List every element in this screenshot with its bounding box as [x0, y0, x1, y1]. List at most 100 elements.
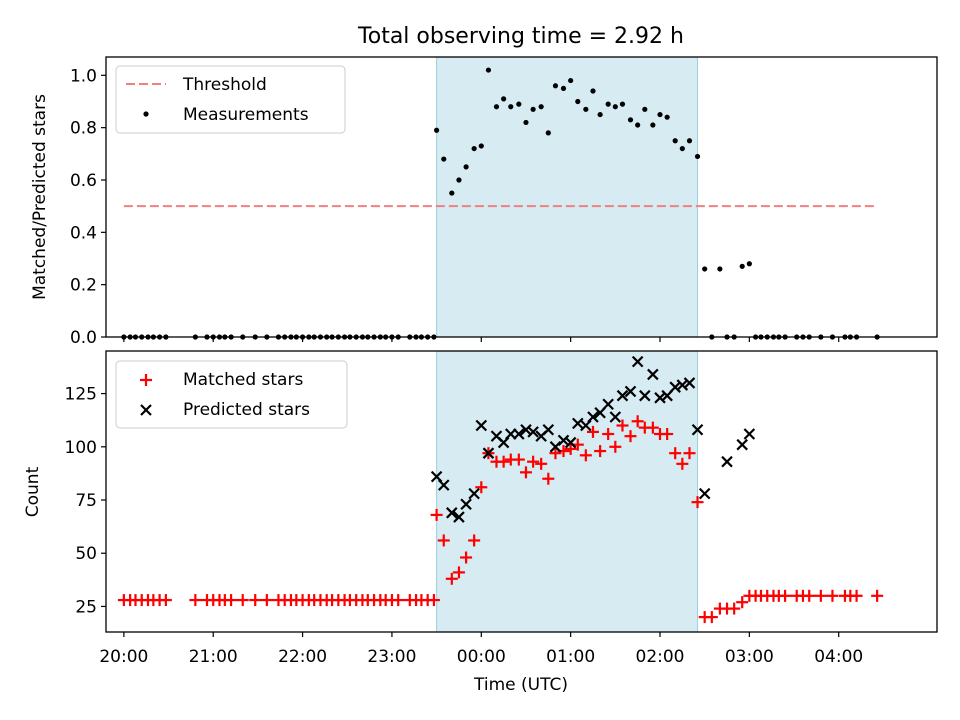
bottom-shaded-span [436, 350, 699, 633]
x-axis-label: Time (UTC) [473, 675, 568, 695]
matched-star-point [779, 589, 792, 602]
bottom-y-tick-label: 75 [75, 491, 97, 511]
matched-star-point [159, 594, 172, 607]
matched-star-point [646, 421, 659, 434]
matched-star-point [676, 457, 689, 470]
top-legend-box [115, 65, 346, 134]
measurement-point [478, 143, 484, 149]
bottom-legend-box [115, 360, 348, 429]
bottom-legend: Matched stars Predicted stars [115, 360, 348, 429]
matched-star-point [631, 415, 644, 428]
matched-star-point [736, 596, 749, 609]
measurement-point [664, 114, 670, 120]
matched-star-point [850, 589, 863, 602]
measurement-point [523, 119, 529, 126]
measurement-point [619, 101, 626, 107]
matched-star-point [475, 481, 488, 494]
predicted-star-point [676, 379, 689, 391]
measurements-legend-swatch [143, 111, 149, 117]
bottom-x-axis: 20:00 21:00 22:00 23:00 00:00 01:00 02:00 03:00… [99, 632, 863, 667]
predicted-star-point [624, 385, 637, 398]
predicted-star-point [557, 434, 570, 447]
predicted-star-point [639, 389, 651, 402]
measurement-point [501, 96, 507, 102]
matched-star-point [871, 589, 884, 602]
matched-star-point [616, 419, 629, 432]
predicted-star-point [587, 411, 599, 423]
chart-title: Total observing time = 2.92 h [357, 24, 684, 49]
measurement-point [605, 101, 611, 107]
matched-star-point [519, 466, 532, 479]
matched-star-point [535, 457, 548, 470]
x-tick-label: 01:00 [546, 647, 595, 667]
measurement-point [657, 111, 663, 118]
matched-star-point [683, 447, 696, 460]
x-tick-label: 03:00 [725, 647, 774, 667]
predicted-star-point [616, 389, 629, 402]
matched-star-point [430, 508, 443, 521]
measurement-point [739, 263, 745, 269]
x-tick-label: 20:00 [99, 647, 148, 667]
predicted-star-point [520, 423, 532, 436]
measurement-point [597, 111, 603, 118]
matched-star-point [452, 566, 465, 579]
measurement-point [672, 138, 678, 144]
bottom-y-tick-label: 50 [75, 544, 97, 564]
matched-star-point [691, 496, 704, 509]
predicted-star-point [721, 455, 733, 468]
matched-star-point [392, 594, 405, 607]
matched-star-point [549, 447, 562, 460]
bottom-y-tick-label: 100 [65, 438, 97, 458]
measurement-point [456, 177, 462, 183]
predicted-star-point [549, 441, 562, 453]
top-panel: 0.0 0.2 0.4 0.6 0.8 1.0 Matched/Predicted sta… [30, 56, 938, 348]
matched-star-point [512, 453, 525, 466]
measurement-point [560, 85, 567, 92]
top-shaded-span [436, 56, 699, 338]
measurement-point [441, 156, 447, 162]
matched-star-point [826, 589, 839, 602]
matched-star-point [586, 425, 599, 438]
measurement-point [627, 117, 634, 123]
measurement-point [516, 101, 522, 107]
matched-star-point [445, 572, 458, 585]
predicted-star-point [564, 436, 577, 449]
matched-star-point [189, 594, 202, 607]
matched-star-point [564, 442, 577, 455]
x-tick-label: 22:00 [278, 647, 327, 667]
top-y-axis: 0.0 0.2 0.4 0.6 0.8 1.0 [70, 66, 106, 348]
matched-star-point [661, 428, 674, 441]
bottom-markers [117, 355, 884, 624]
measurement-point [552, 83, 559, 89]
measurement-point [575, 98, 581, 105]
measurement-point [590, 88, 596, 94]
predicted-star-point [669, 381, 681, 393]
bottom-y-axis-label: Count [23, 466, 43, 517]
matched-star-point [624, 430, 637, 443]
predicted-star-point [647, 368, 659, 381]
predicted-star-point [482, 447, 495, 459]
predicted-star-point [527, 426, 539, 438]
predicted-star-point [542, 423, 555, 436]
x-tick-label: 04:00 [814, 647, 863, 667]
matched-star-point [669, 447, 682, 460]
predicted-star-point [609, 411, 622, 423]
predicted-star-point [468, 487, 480, 500]
matched-star-point [803, 589, 816, 602]
matched-star-point [527, 455, 540, 468]
predicted-star-point [602, 398, 614, 410]
measurement-point [717, 266, 723, 272]
matched-star-point [236, 594, 249, 607]
measurement-point [434, 127, 440, 133]
matched-star-point [437, 534, 450, 547]
measurement-point [538, 104, 544, 110]
bottom-y-tick-label: 125 [65, 385, 97, 405]
measurement-point [530, 106, 536, 112]
measurement-point [568, 77, 574, 84]
measurement-point [694, 153, 701, 160]
predicted-star-point [460, 498, 472, 511]
top-plot-frame [105, 56, 938, 338]
measurement-point [612, 104, 618, 110]
measurement-point [679, 145, 685, 152]
